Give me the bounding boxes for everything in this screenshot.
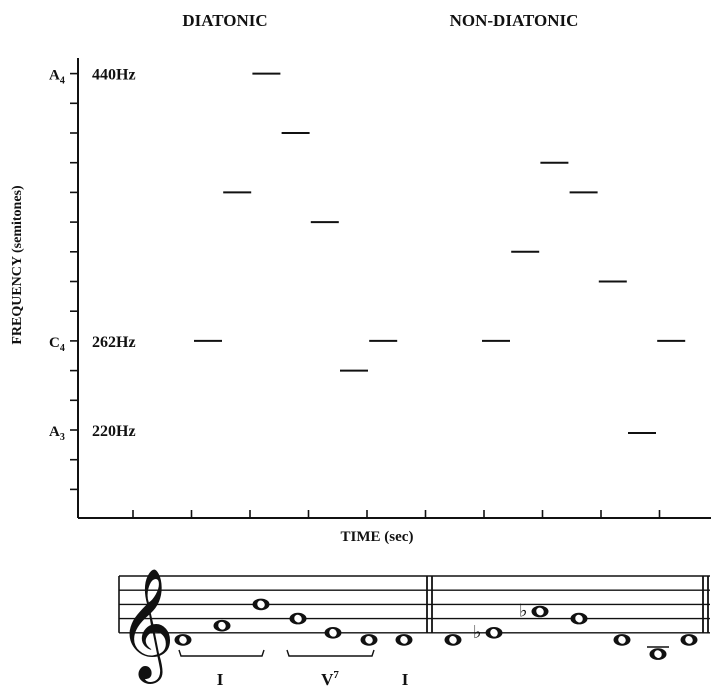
frequency-label: 262Hz — [92, 334, 136, 351]
note-name: A4 — [49, 68, 65, 87]
note-name: C4 — [49, 335, 65, 354]
whole-note — [647, 646, 669, 660]
whole-note — [289, 612, 307, 625]
whole-note — [324, 627, 342, 639]
chord-label: I — [402, 670, 409, 689]
whole-note — [252, 598, 270, 611]
y-marker: C4 262Hz — [49, 334, 136, 354]
x-axis-label: TIME (sec) — [341, 529, 414, 545]
whole-note — [174, 634, 192, 646]
header-non-diatonic: NON-DIATONIC — [450, 11, 579, 30]
y-axis-label: FREQUENCY (semitones) — [10, 185, 25, 345]
whole-note — [680, 634, 698, 646]
y-markers: A4 440Hz C4 262Hz A3 220Hz — [49, 67, 136, 443]
flat-sign-icon: ♭ — [519, 601, 528, 622]
chord-label: I — [217, 670, 224, 689]
header-diatonic: DIATONIC — [182, 11, 267, 30]
chord-labels: I V7 I — [178, 649, 409, 689]
chord-label: V7 — [321, 669, 339, 689]
music-staff: 𝄞 ♭ ♭ — [118, 567, 710, 684]
chord-bracket — [286, 649, 375, 657]
y-marker: A3 220Hz — [49, 423, 136, 443]
flat-sign-icon: ♭ — [473, 622, 482, 643]
whole-note: ♭ — [473, 622, 503, 643]
whole-note — [570, 612, 588, 625]
x-ticks — [132, 510, 661, 518]
whole-note — [213, 619, 231, 632]
whole-note — [360, 634, 378, 646]
whole-note: ♭ — [519, 601, 549, 622]
chord-bracket — [178, 649, 265, 657]
frequency-label: 220Hz — [92, 423, 136, 440]
whole-note — [444, 634, 462, 646]
whole-note — [395, 634, 413, 646]
note-name: A3 — [49, 424, 65, 443]
pitch-segments — [194, 72, 686, 434]
frequency-label: 440Hz — [92, 67, 136, 84]
whole-note — [613, 634, 631, 646]
treble-clef-icon: 𝄞 — [118, 567, 175, 684]
y-marker: A4 440Hz — [49, 67, 136, 87]
y-ticks — [70, 72, 78, 491]
